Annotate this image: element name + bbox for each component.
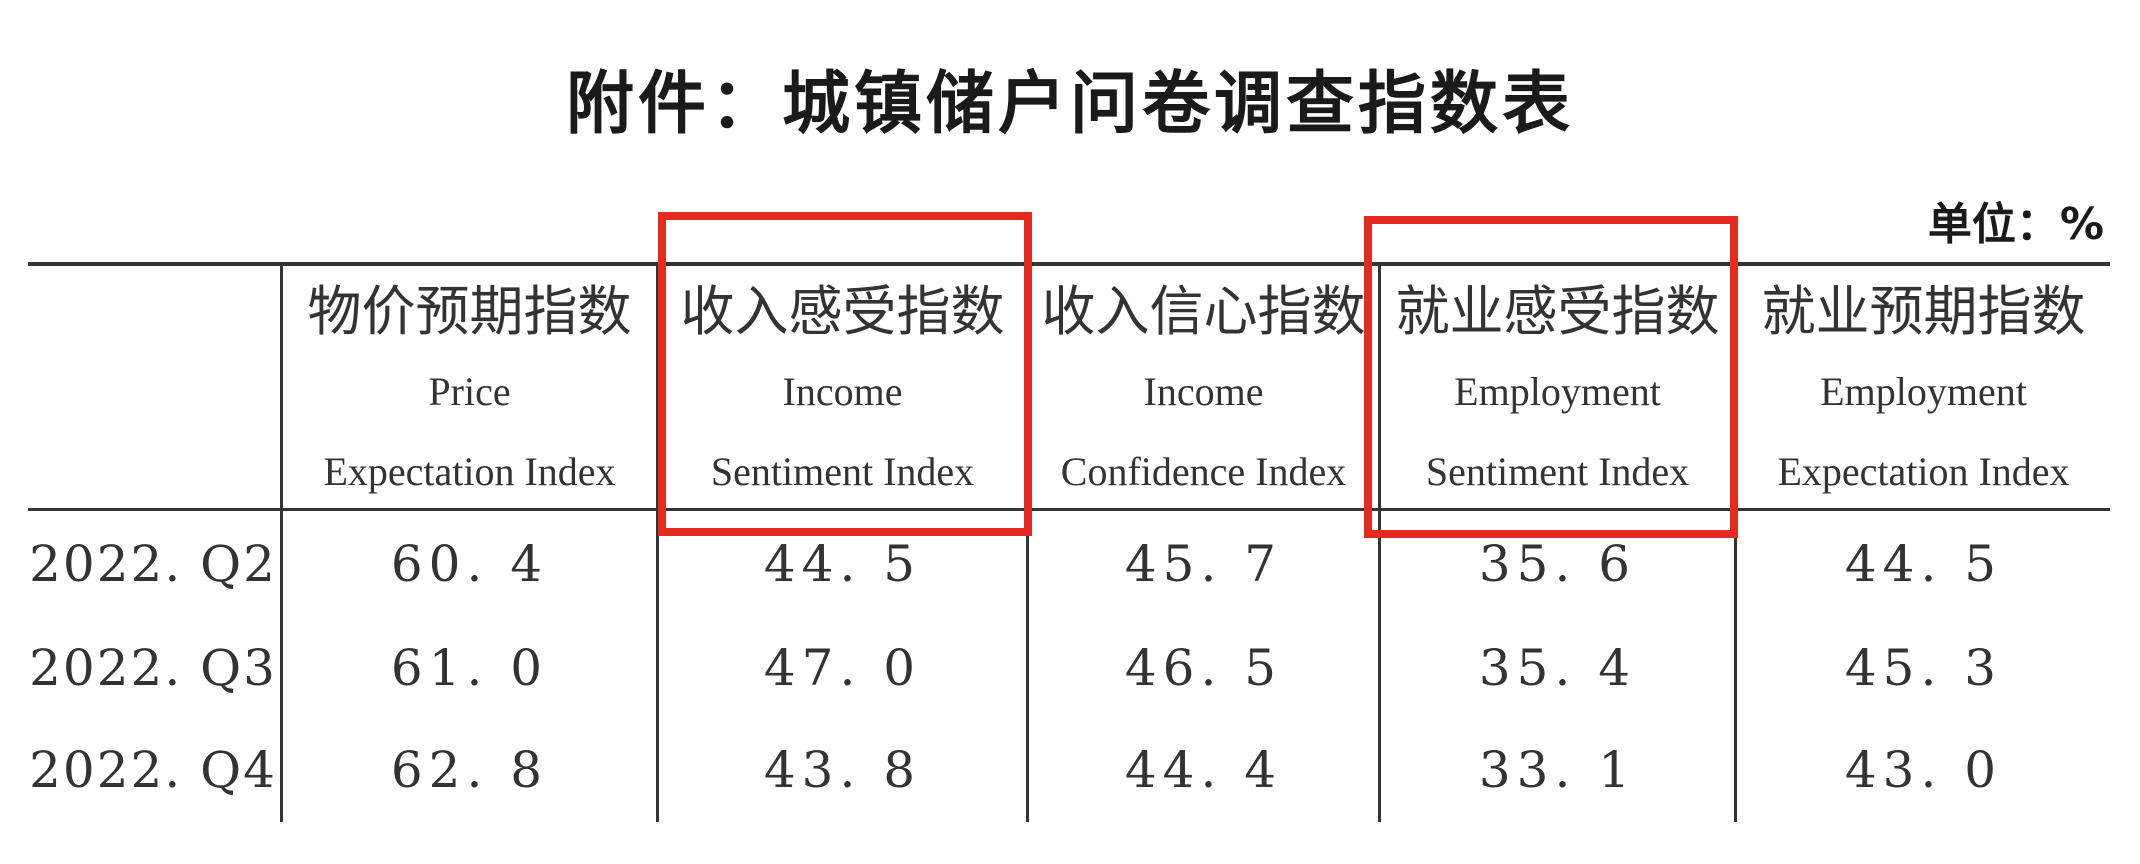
column-header-zh: 物价预期指数 <box>307 280 632 343</box>
table-cell: 60. 4 <box>390 535 549 593</box>
table-cell: 44. 4 <box>1124 741 1283 799</box>
column-header-en-line2: Expectation Index <box>323 449 616 494</box>
column-header-price-expectation: 物价预期指数 Price Expectation Index <box>283 262 656 508</box>
column-header-zh: 收入感受指数 <box>680 280 1005 343</box>
table-cell: 62. 8 <box>390 741 549 799</box>
column-header-employment-expectation: 就业预期指数 Employment Expectation Index <box>1737 262 2110 508</box>
column-header-en-line1: Income <box>1143 369 1264 414</box>
column-header-en-line2: Confidence Index <box>1060 449 1347 494</box>
column-header-employment-sentiment: 就业感受指数 Employment Sentiment Index <box>1381 262 1734 508</box>
table-cell: 44. 5 <box>763 535 922 593</box>
table-top-rule <box>28 262 2110 266</box>
highlight-box-income-sentiment <box>658 212 1032 536</box>
table-cell: 46. 5 <box>1124 639 1283 697</box>
unit-label: 单位：% <box>1927 199 2104 250</box>
column-divider <box>1378 262 1381 822</box>
column-header-en-line1: Employment <box>1820 369 2027 414</box>
table-cell: 35. 6 <box>1478 535 1637 593</box>
table-cell: 47. 0 <box>763 639 922 697</box>
table-cell: 45. 7 <box>1124 535 1283 593</box>
row-label: 2022. Q4 <box>29 741 277 799</box>
table-header-rule <box>28 508 2110 511</box>
column-header-en-line1: Employment <box>1454 369 1661 414</box>
column-header-en-line2: Expectation Index <box>1777 449 2070 494</box>
column-divider <box>1734 262 1737 822</box>
column-header-zh: 收入信心指数 <box>1041 280 1366 343</box>
table-cell: 61. 0 <box>390 639 549 697</box>
row-label: 2022. Q2 <box>29 535 277 593</box>
column-header-zh: 就业感受指数 <box>1395 280 1720 343</box>
table-cell: 33. 1 <box>1478 741 1637 799</box>
row-label: 2022. Q3 <box>29 639 277 697</box>
table-cell: 35. 4 <box>1478 639 1637 697</box>
highlight-box-employment-sentiment <box>1364 216 1738 538</box>
table-cell: 45. 3 <box>1844 639 2003 697</box>
column-divider <box>280 262 283 822</box>
page-title: 附件：城镇储户问卷调查指数表 <box>565 65 1574 144</box>
index-table: 物价预期指数 Price Expectation Index 收入感受指数 In… <box>28 262 2110 822</box>
column-header-en-line1: Income <box>782 369 903 414</box>
table-cell: 43. 0 <box>1844 741 2003 799</box>
column-header-income-sentiment: 收入感受指数 Income Sentiment Index <box>659 262 1026 508</box>
column-header-income-confidence: 收入信心指数 Income Confidence Index <box>1029 262 1378 508</box>
column-header-zh: 就业预期指数 <box>1761 280 2086 343</box>
column-divider <box>1026 262 1029 822</box>
column-header-en-line2: Sentiment Index <box>710 449 975 494</box>
column-header-en-line1: Price <box>428 369 511 414</box>
table-cell: 43. 8 <box>763 741 922 799</box>
column-divider <box>656 262 659 822</box>
column-header-en-line2: Sentiment Index <box>1425 449 1690 494</box>
table-cell: 44. 5 <box>1844 535 2003 593</box>
